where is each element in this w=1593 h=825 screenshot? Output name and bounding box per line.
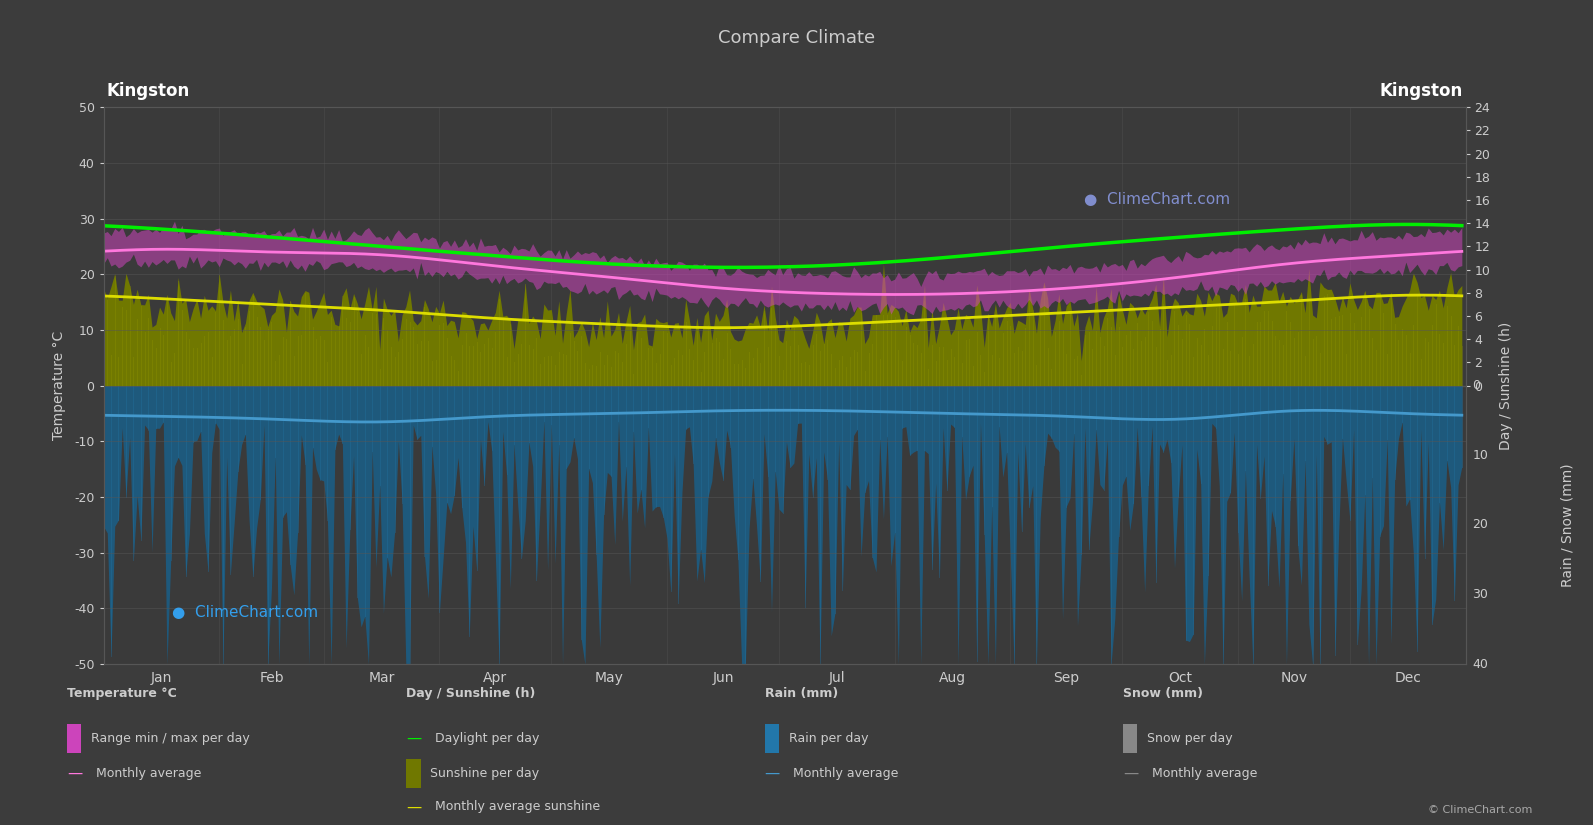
Text: Monthly average: Monthly average (1152, 766, 1257, 780)
Y-axis label: Temperature °C: Temperature °C (51, 331, 65, 441)
Text: Day / Sunshine (h): Day / Sunshine (h) (406, 687, 535, 700)
Text: Snow (mm): Snow (mm) (1123, 687, 1203, 700)
Text: —: — (67, 766, 83, 780)
Text: 40: 40 (1472, 658, 1488, 671)
Y-axis label: Day / Sunshine (h): Day / Sunshine (h) (1499, 322, 1513, 450)
Text: Kingston: Kingston (107, 82, 190, 100)
Text: —: — (1123, 766, 1139, 780)
Text: Temperature °C: Temperature °C (67, 687, 177, 700)
Text: Compare Climate: Compare Climate (718, 29, 875, 47)
Text: 0: 0 (1472, 380, 1480, 392)
Text: Daylight per day: Daylight per day (435, 732, 540, 745)
Text: ●  ClimeChart.com: ● ClimeChart.com (1085, 192, 1230, 207)
Text: Rain per day: Rain per day (789, 732, 868, 745)
Text: Monthly average: Monthly average (96, 766, 201, 780)
Text: Monthly average sunshine: Monthly average sunshine (435, 800, 601, 813)
Text: ●  ClimeChart.com: ● ClimeChart.com (172, 605, 317, 620)
Text: Sunshine per day: Sunshine per day (430, 766, 540, 780)
Text: —: — (765, 766, 781, 780)
Text: Rain / Snow (mm): Rain / Snow (mm) (1561, 463, 1575, 587)
Text: 10: 10 (1472, 449, 1488, 462)
Text: © ClimeChart.com: © ClimeChart.com (1427, 805, 1532, 815)
Text: Snow per day: Snow per day (1147, 732, 1233, 745)
Text: Rain (mm): Rain (mm) (765, 687, 838, 700)
Text: Monthly average: Monthly average (793, 766, 898, 780)
Text: 30: 30 (1472, 588, 1488, 601)
Text: Kingston: Kingston (1380, 82, 1462, 100)
Text: Range min / max per day: Range min / max per day (91, 732, 250, 745)
Text: 20: 20 (1472, 518, 1488, 531)
Text: —: — (406, 799, 422, 814)
Text: —: — (406, 731, 422, 746)
